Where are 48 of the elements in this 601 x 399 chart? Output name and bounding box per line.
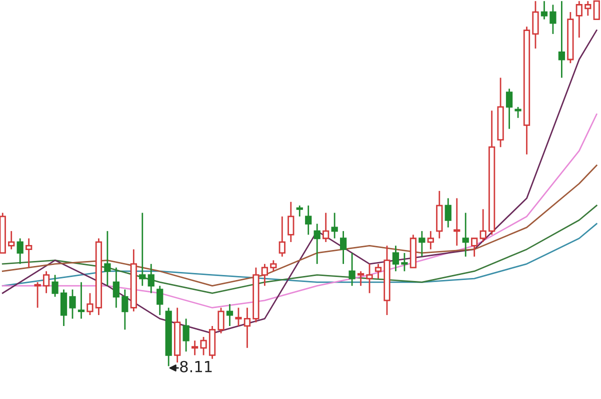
candlestick bbox=[208, 325, 216, 360]
candlestick bbox=[60, 288, 68, 327]
candlestick bbox=[331, 212, 338, 240]
candlestick bbox=[165, 307, 172, 367]
candlestick bbox=[139, 212, 146, 287]
candlestick bbox=[506, 88, 513, 130]
candlestick bbox=[278, 216, 286, 258]
candlestick bbox=[384, 244, 390, 316]
annotation: 8.11 bbox=[180, 360, 212, 372]
candlestick bbox=[340, 230, 347, 265]
candlestick bbox=[226, 303, 234, 327]
candlestick bbox=[523, 26, 530, 156]
candlestick bbox=[26, 238, 32, 268]
candlestick bbox=[576, 0, 582, 38]
candlestick bbox=[567, 11, 574, 64]
candlestick bbox=[444, 198, 452, 228]
candlestick bbox=[558, 0, 566, 78]
candlestick bbox=[104, 230, 111, 287]
candlestick bbox=[454, 198, 460, 246]
candlestick bbox=[95, 238, 102, 316]
candlestick bbox=[436, 190, 443, 240]
candlestick bbox=[78, 281, 85, 320]
candlestick bbox=[532, 0, 539, 50]
candlestick bbox=[8, 230, 15, 250]
candlestick bbox=[156, 285, 164, 316]
candlestick bbox=[584, 0, 592, 16]
candlestick bbox=[462, 212, 469, 258]
candlestick bbox=[261, 263, 268, 287]
candlestick bbox=[305, 204, 312, 236]
candlestick bbox=[122, 288, 128, 330]
candlestick bbox=[112, 266, 120, 308]
candlestick bbox=[288, 201, 294, 243]
candlestick bbox=[314, 223, 320, 265]
candlestick bbox=[374, 263, 382, 280]
candlestick bbox=[130, 248, 137, 312]
candlestick bbox=[418, 230, 426, 258]
candlestick bbox=[182, 318, 190, 352]
candlestick bbox=[148, 263, 154, 294]
candlestick bbox=[540, 0, 548, 20]
candlestick bbox=[392, 244, 400, 272]
candlestick bbox=[480, 208, 486, 243]
candlestick bbox=[174, 307, 181, 364]
candlestick bbox=[16, 238, 24, 265]
candlestick bbox=[42, 270, 50, 294]
candlestick bbox=[427, 230, 434, 250]
candlestick bbox=[244, 307, 251, 349]
candlestick bbox=[322, 212, 330, 243]
candlestick bbox=[366, 263, 373, 294]
